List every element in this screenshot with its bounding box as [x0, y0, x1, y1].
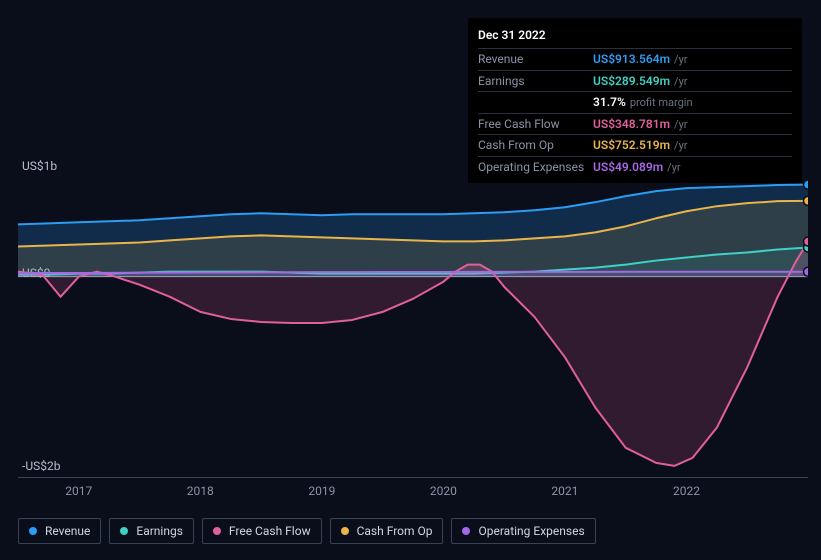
tooltip-metric-unit: profit margin	[630, 95, 693, 112]
tooltip-metric-unit: /yr	[674, 74, 687, 91]
series-end-marker-cash_from_op	[804, 196, 809, 205]
legend-swatch	[120, 527, 128, 535]
financial-area-chart	[18, 176, 808, 478]
tooltip-row: Operating ExpensesUS$49.089m/yr	[478, 157, 792, 178]
chart-tooltip: Dec 31 2022 RevenueUS$913.564m/yrEarning…	[468, 18, 802, 183]
legend-swatch	[29, 527, 37, 535]
tooltip-row: 31.7%profit margin	[478, 92, 792, 114]
series-end-marker-free_cash_flow	[804, 237, 809, 246]
tooltip-metric-label: Operating Expenses	[478, 158, 593, 176]
tooltip-metric-value: US$49.089m	[593, 158, 663, 176]
tooltip-metric-unit: /yr	[674, 138, 687, 155]
tooltip-metric-unit: /yr	[674, 117, 687, 134]
legend-item-op_expenses[interactable]: Operating Expenses	[451, 518, 595, 544]
tooltip-metric-label: Earnings	[478, 72, 593, 90]
tooltip-metric-unit: /yr	[667, 160, 680, 177]
legend-swatch	[213, 527, 221, 535]
tooltip-metric-value: US$913.564m	[593, 50, 670, 68]
series-end-marker-revenue	[804, 180, 809, 189]
y-axis-label: US$1b	[22, 159, 57, 173]
tooltip-row: Cash From OpUS$752.519m/yr	[478, 135, 792, 157]
x-axis-year: 2018	[187, 484, 214, 498]
legend-item-free_cash_flow[interactable]: Free Cash Flow	[202, 518, 322, 544]
tooltip-metric-value: US$348.781m	[593, 115, 670, 133]
legend-swatch	[341, 527, 349, 535]
legend-label: Earnings	[136, 524, 183, 538]
x-axis-year: 2022	[673, 484, 700, 498]
x-axis-year: 2021	[551, 484, 578, 498]
series-end-marker-op_expenses	[804, 267, 809, 276]
legend-label: Cash From Op	[357, 524, 433, 538]
legend-item-cash_from_op[interactable]: Cash From Op	[330, 518, 444, 544]
tooltip-date: Dec 31 2022	[478, 24, 792, 49]
tooltip-metric-value: 31.7%	[593, 93, 626, 111]
legend-swatch	[462, 527, 470, 535]
legend-item-earnings[interactable]: Earnings	[109, 518, 194, 544]
x-axis-year: 2017	[65, 484, 92, 498]
tooltip-metric-value: US$752.519m	[593, 136, 670, 154]
tooltip-metric-label: Revenue	[478, 50, 593, 68]
tooltip-metric-label: Free Cash Flow	[478, 115, 593, 133]
legend-item-revenue[interactable]: Revenue	[18, 518, 101, 544]
tooltip-metric-label: Cash From Op	[478, 136, 593, 154]
x-axis-year: 2020	[430, 484, 457, 498]
tooltip-metric-value: US$289.549m	[593, 72, 670, 90]
tooltip-row: EarningsUS$289.549m/yr	[478, 71, 792, 93]
chart-legend: Revenue Earnings Free Cash Flow Cash From O…	[18, 518, 596, 544]
legend-label: Free Cash Flow	[229, 524, 311, 538]
tooltip-row: Free Cash FlowUS$348.781m/yr	[478, 114, 792, 136]
tooltip-metric-unit: /yr	[674, 52, 687, 69]
x-axis-year: 2019	[308, 484, 335, 498]
legend-label: Revenue	[45, 524, 90, 538]
legend-label: Operating Expenses	[478, 524, 584, 538]
tooltip-row: RevenueUS$913.564m/yr	[478, 49, 792, 71]
